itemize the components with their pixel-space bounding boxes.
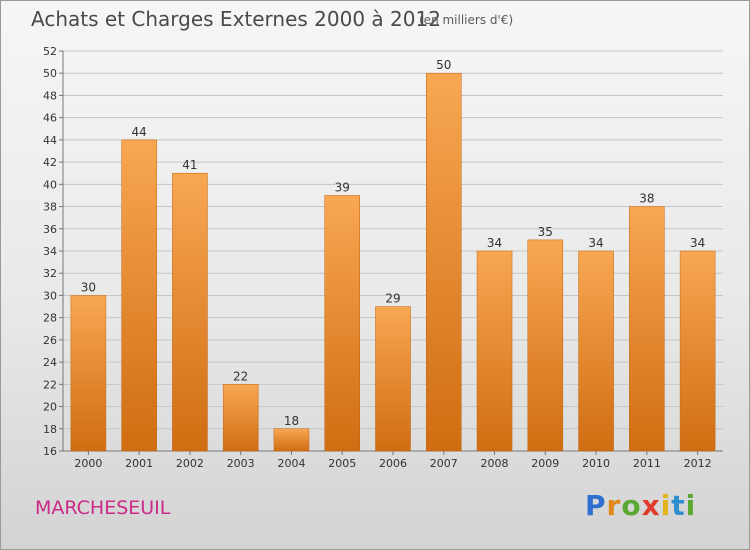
y-tick-label: 42 — [43, 156, 57, 169]
y-tick-label: 16 — [43, 445, 57, 458]
bar-value-label: 50 — [436, 58, 451, 72]
bar — [426, 72, 462, 452]
x-tick-label: 2005 — [328, 457, 356, 470]
bar-value-label: 18 — [284, 414, 299, 428]
bar — [527, 239, 564, 452]
bar — [679, 250, 716, 452]
y-tick-label: 18 — [43, 423, 57, 436]
y-tick-label: 52 — [43, 45, 57, 58]
x-tick-label: 2008 — [481, 457, 509, 470]
y-tick-label: 40 — [43, 178, 57, 191]
x-tick-label: 2004 — [277, 457, 305, 470]
y-tick-label: 22 — [43, 378, 57, 391]
bar-value-label: 30 — [81, 280, 96, 294]
chart-title: Achats et Charges Externes 2000 à 2012 — [31, 7, 441, 31]
x-tick-label: 2003 — [227, 457, 255, 470]
y-tick-label: 38 — [43, 201, 57, 214]
plot-area: 16 18 20 22 24 26 28 30 32 34 36 38 40 42 44 46 48 50 52 30… — [43, 45, 723, 470]
bar — [172, 172, 208, 452]
bar — [578, 250, 614, 452]
logo-letter: x — [641, 489, 661, 522]
y-tick-label: 34 — [43, 245, 57, 258]
y-tick-label: 28 — [43, 312, 57, 325]
x-tick-label: 2011 — [633, 457, 661, 470]
bar-value-label: 34 — [487, 236, 502, 250]
x-tick-label: 2001 — [125, 457, 153, 470]
logo-letter: P — [585, 489, 607, 522]
x-tick-label: 2002 — [176, 457, 204, 470]
y-tick-label: 36 — [43, 223, 57, 236]
bar-value-label: 41 — [182, 158, 197, 172]
y-tick-label: 30 — [43, 289, 57, 302]
bar — [476, 250, 513, 452]
bar-value-label: 22 — [233, 369, 248, 383]
bar — [121, 139, 157, 452]
x-tick-label: 2010 — [582, 457, 610, 470]
bar — [70, 295, 107, 452]
logo-letter: t — [671, 489, 686, 522]
y-tick-label: 32 — [43, 267, 57, 280]
bar — [324, 195, 360, 452]
x-tick-label: 2006 — [379, 457, 407, 470]
x-tick-label: 2000 — [74, 457, 102, 470]
bar-value-label: 34 — [690, 236, 705, 250]
bar-value-label: 35 — [538, 225, 553, 239]
chart-subtitle: (en milliers d'€) — [419, 13, 514, 27]
logo-letter: i — [685, 489, 697, 522]
x-tick-label: 2012 — [684, 457, 712, 470]
y-tick-label: 20 — [43, 401, 57, 414]
y-tick-label: 26 — [43, 334, 57, 347]
bar — [222, 384, 259, 452]
y-tick-label: 48 — [43, 89, 57, 102]
x-tick-label: 2007 — [430, 457, 458, 470]
logo-letter: i — [660, 489, 672, 522]
bar-value-label: 39 — [335, 180, 350, 194]
proxiti-logo: Proxiti — [585, 489, 696, 522]
x-tick-label: 2009 — [531, 457, 559, 470]
y-tick-label: 44 — [43, 134, 57, 147]
bar-value-label: 38 — [639, 192, 654, 206]
bar-value-label: 34 — [588, 236, 603, 250]
logo-letter: o — [621, 489, 642, 522]
bar-value-label: 44 — [132, 125, 147, 139]
y-tick-label: 50 — [43, 67, 57, 80]
y-tick-label: 46 — [43, 112, 57, 125]
bar — [273, 428, 310, 452]
logo-letter: r — [606, 489, 622, 522]
bar — [375, 306, 411, 452]
bar-value-label: 29 — [385, 292, 400, 306]
commune-name: MARCHESEUIL — [35, 497, 171, 519]
y-tick-label: 24 — [43, 356, 57, 369]
bar — [629, 206, 665, 452]
